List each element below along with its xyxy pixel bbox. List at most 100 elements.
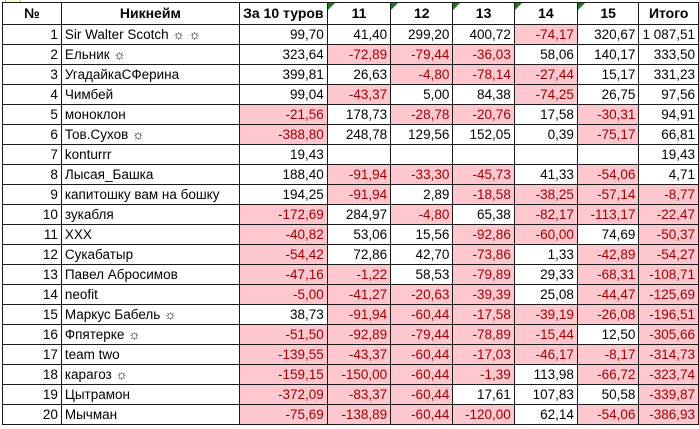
value-cell[interactable]: -91,94 xyxy=(326,164,392,185)
value-cell[interactable]: -91,94 xyxy=(326,304,392,325)
value-cell[interactable]: -8,17 xyxy=(576,344,640,365)
row-number-cell[interactable]: 13 xyxy=(2,264,62,285)
header-cell-first-10-rounds[interactable]: За 10 туров xyxy=(238,2,328,25)
value-cell[interactable]: -372,09 xyxy=(238,384,328,405)
value-cell[interactable]: -159,15 xyxy=(238,364,328,385)
value-cell[interactable]: -5,00 xyxy=(238,284,328,305)
row-number-cell[interactable]: 17 xyxy=(2,344,62,365)
value-cell[interactable]: -21,56 xyxy=(238,104,328,125)
value-cell[interactable]: -74,25 xyxy=(513,84,578,105)
value-cell[interactable]: -26,08 xyxy=(576,304,640,325)
value-cell[interactable]: 41,33 xyxy=(513,164,578,185)
value-cell[interactable]: 12,50 xyxy=(576,324,640,345)
row-number-cell[interactable]: 12 xyxy=(2,244,62,265)
value-cell[interactable]: -108,71 xyxy=(638,264,699,285)
value-cell[interactable]: 65,38 xyxy=(452,204,515,225)
value-cell[interactable]: -47,16 xyxy=(238,264,328,285)
value-cell[interactable]: 26,75 xyxy=(576,84,640,105)
nickname-cell[interactable]: Фпятерке ☼ xyxy=(60,324,240,345)
row-number-cell[interactable]: 2 xyxy=(2,44,62,65)
value-cell[interactable]: -39,39 xyxy=(452,284,515,305)
row-number-cell[interactable]: 19 xyxy=(2,384,62,405)
value-cell[interactable]: 194,25 xyxy=(238,184,328,205)
value-cell[interactable]: -8,77 xyxy=(638,184,699,205)
row-number-cell[interactable]: 20 xyxy=(2,404,62,425)
value-cell[interactable]: -44,47 xyxy=(576,284,640,305)
value-cell[interactable]: -45,73 xyxy=(452,164,515,185)
value-cell[interactable]: -172,69 xyxy=(238,204,328,225)
value-cell[interactable]: -36,03 xyxy=(452,44,515,65)
nickname-cell[interactable]: капитошку вам на бошку xyxy=(60,184,240,205)
value-cell[interactable]: -125,69 xyxy=(638,284,699,305)
value-cell[interactable]: -17,03 xyxy=(452,344,515,365)
nickname-cell[interactable]: Цытрамон xyxy=(60,384,240,405)
value-cell[interactable]: -39,19 xyxy=(513,304,578,325)
row-number-cell[interactable]: 11 xyxy=(2,224,62,245)
value-cell[interactable]: -138,89 xyxy=(326,404,392,425)
value-cell[interactable]: 299,20 xyxy=(390,24,454,45)
value-cell[interactable]: -22,47 xyxy=(638,204,699,225)
value-cell[interactable]: 42,70 xyxy=(390,244,454,265)
value-cell[interactable]: -74,17 xyxy=(513,24,578,45)
value-cell[interactable]: -18,58 xyxy=(452,184,515,205)
nickname-cell[interactable]: neofit xyxy=(60,284,240,305)
value-cell[interactable]: 15,17 xyxy=(576,64,640,85)
nickname-cell[interactable]: Маркус Бабель ☼ xyxy=(60,304,240,325)
value-cell[interactable]: -4,80 xyxy=(390,204,454,225)
value-cell[interactable]: -196,51 xyxy=(638,304,699,325)
value-cell[interactable] xyxy=(513,144,578,165)
value-cell[interactable]: -139,55 xyxy=(238,344,328,365)
value-cell[interactable]: -78,89 xyxy=(452,324,515,345)
value-cell[interactable]: -54,42 xyxy=(238,244,328,265)
value-cell[interactable]: 94,91 xyxy=(638,104,699,125)
row-number-cell[interactable]: 14 xyxy=(2,284,62,305)
value-cell[interactable]: -27,44 xyxy=(513,64,578,85)
nickname-cell[interactable]: карагоз ☼ xyxy=(60,364,240,385)
value-cell[interactable]: 129,56 xyxy=(390,124,454,145)
value-cell[interactable]: -40,82 xyxy=(238,224,328,245)
row-number-cell[interactable]: 8 xyxy=(2,164,62,185)
nickname-cell[interactable]: Сукабатыр xyxy=(60,244,240,265)
value-cell[interactable]: -50,37 xyxy=(638,224,699,245)
value-cell[interactable]: -1,39 xyxy=(452,364,515,385)
value-cell[interactable]: -54,06 xyxy=(576,164,640,185)
row-number-cell[interactable]: 18 xyxy=(2,364,62,385)
row-number-cell[interactable]: 5 xyxy=(2,104,62,125)
value-cell[interactable]: -339,87 xyxy=(638,384,699,405)
header-cell-round-14[interactable]: 14 xyxy=(513,2,578,25)
value-cell[interactable]: -79,89 xyxy=(452,264,515,285)
value-cell[interactable]: -83,37 xyxy=(326,384,392,405)
value-cell[interactable]: 178,73 xyxy=(326,104,392,125)
value-cell[interactable]: -75,69 xyxy=(238,404,328,425)
value-cell[interactable]: -20,76 xyxy=(452,104,515,125)
value-cell[interactable]: 38,73 xyxy=(238,304,328,325)
value-cell[interactable]: 17,61 xyxy=(452,384,515,405)
row-number-cell[interactable]: 15 xyxy=(2,304,62,325)
value-cell[interactable]: 1,33 xyxy=(513,244,578,265)
value-cell[interactable]: -60,44 xyxy=(390,304,454,325)
value-cell[interactable]: -305,66 xyxy=(638,324,699,345)
value-cell[interactable]: -314,73 xyxy=(638,344,699,365)
value-cell[interactable]: -323,74 xyxy=(638,364,699,385)
value-cell[interactable]: 2,89 xyxy=(390,184,454,205)
value-cell[interactable]: 41,40 xyxy=(326,24,392,45)
nickname-cell[interactable]: konturrr xyxy=(60,144,240,165)
value-cell[interactable]: -78,14 xyxy=(452,64,515,85)
nickname-cell[interactable]: team two xyxy=(60,344,240,365)
value-cell[interactable]: -72,89 xyxy=(326,44,392,65)
nickname-cell[interactable]: Мычман xyxy=(60,404,240,425)
nickname-cell[interactable]: Тов.Сухов ☼ xyxy=(60,124,240,145)
value-cell[interactable]: 53,06 xyxy=(326,224,392,245)
nickname-cell[interactable]: Чимбей xyxy=(60,84,240,105)
value-cell[interactable]: 323,64 xyxy=(238,44,328,65)
value-cell[interactable]: -30,31 xyxy=(576,104,640,125)
row-number-cell[interactable]: 16 xyxy=(2,324,62,345)
value-cell[interactable]: -57,14 xyxy=(576,184,640,205)
value-cell[interactable]: 72,86 xyxy=(326,244,392,265)
value-cell[interactable]: -51,50 xyxy=(238,324,328,345)
value-cell[interactable]: 62,14 xyxy=(513,404,578,425)
header-cell-round-15[interactable]: 15 xyxy=(576,2,640,25)
row-number-cell[interactable]: 4 xyxy=(2,84,62,105)
value-cell[interactable]: -33,30 xyxy=(390,164,454,185)
value-cell[interactable]: 152,05 xyxy=(452,124,515,145)
